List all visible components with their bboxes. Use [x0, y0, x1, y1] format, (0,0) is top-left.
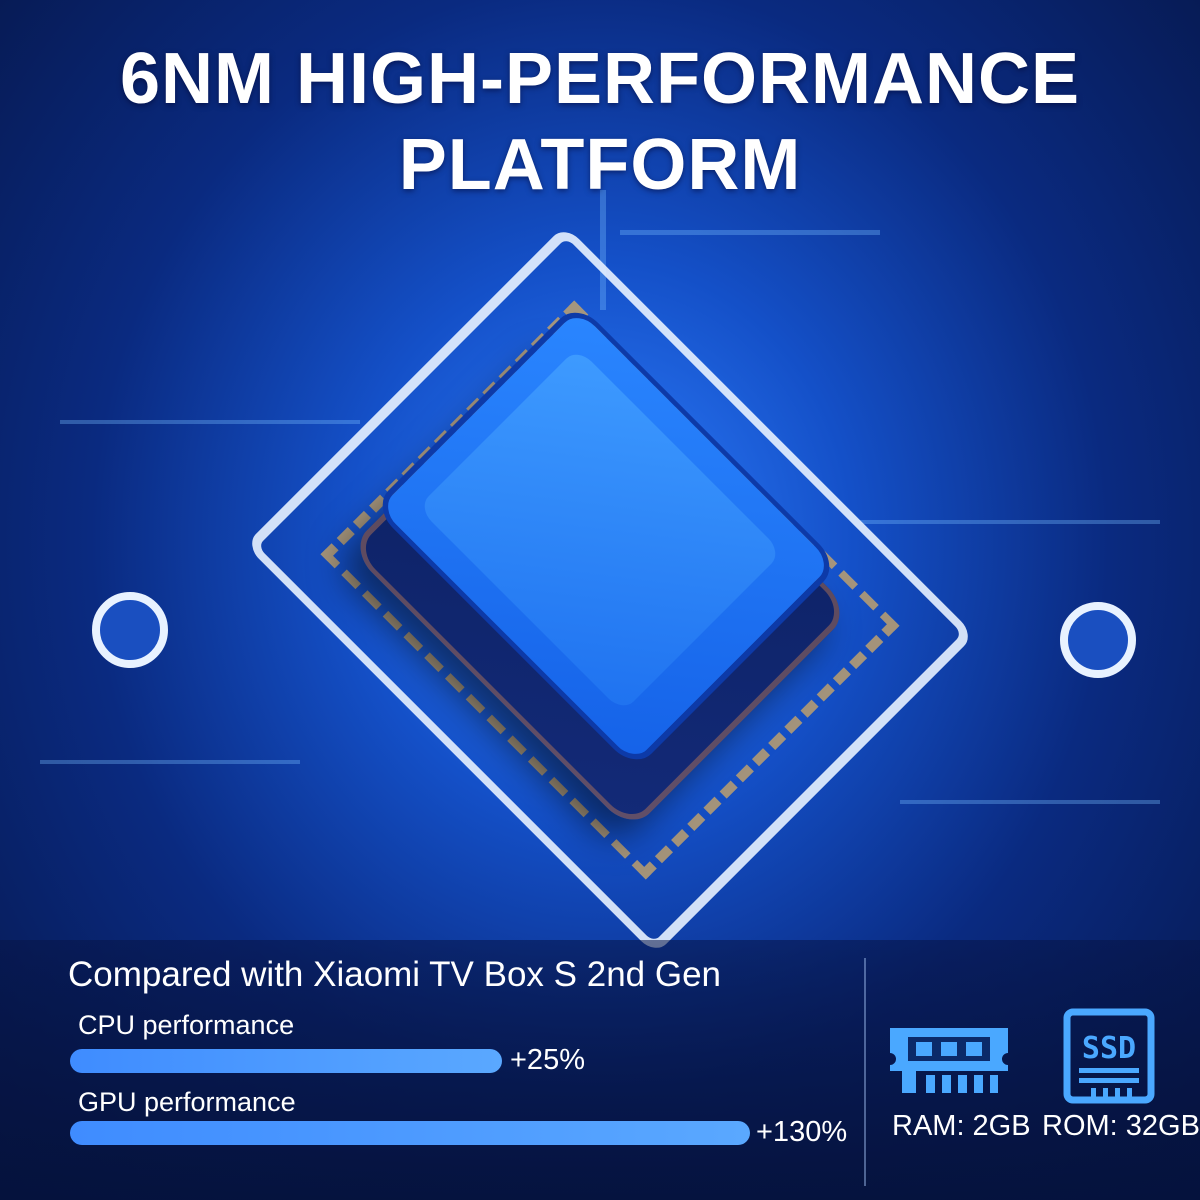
- ram-icon: [890, 1028, 1008, 1093]
- gpu-label: GPU performance: [78, 1087, 296, 1117]
- headline: 6NM HIGH-PERFORMANCE PLATFORM: [0, 36, 1200, 208]
- svg-text:SSD: SSD: [1082, 1031, 1136, 1066]
- ram-spec: RAM: 2GB: [892, 1110, 1031, 1142]
- headline-line2: PLATFORM: [398, 125, 802, 205]
- rom-spec: ROM: 32GB: [1042, 1110, 1200, 1142]
- comparison-title: Compared with Xiaomi TV Box S 2nd Gen: [68, 955, 722, 994]
- gpu-value: +130%: [756, 1116, 848, 1148]
- cpu-bar: [70, 1049, 502, 1073]
- cpu-label: CPU performance: [78, 1010, 295, 1040]
- headline-line1: 6NM HIGH-PERFORMANCE: [119, 39, 1080, 119]
- ssd-icon: SSD: [1063, 1008, 1155, 1104]
- gpu-bar: [70, 1121, 750, 1145]
- divider: [864, 958, 866, 1186]
- cpu-value: +25%: [510, 1044, 585, 1076]
